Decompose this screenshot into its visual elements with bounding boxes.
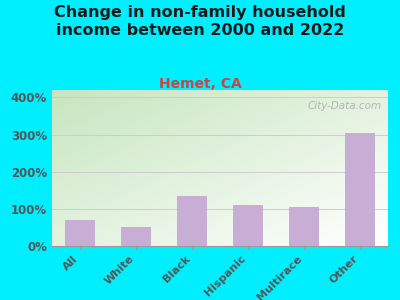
Bar	[344, 133, 375, 246]
Text: City-Data.com: City-Data.com	[307, 101, 381, 111]
Text: Hemet, CA: Hemet, CA	[159, 76, 241, 91]
Text: Change in non-family household
income between 2000 and 2022: Change in non-family household income be…	[54, 4, 346, 38]
Bar	[289, 207, 320, 246]
Bar	[121, 227, 151, 246]
Bar	[64, 220, 96, 246]
Bar	[233, 205, 264, 246]
Bar	[177, 196, 208, 246]
